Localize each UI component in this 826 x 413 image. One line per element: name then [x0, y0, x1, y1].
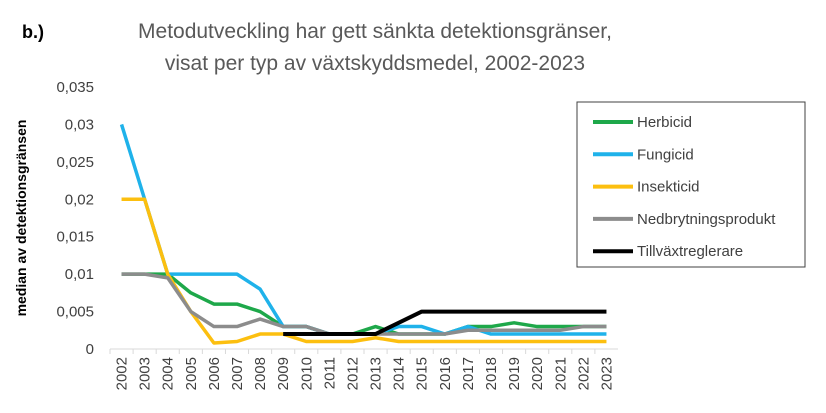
x-tick-label: 2003: [137, 357, 154, 390]
x-tick-label: 2005: [183, 357, 200, 390]
y-tick-label: 0,03: [65, 116, 94, 133]
x-tick-label: 2004: [160, 357, 177, 390]
legend-label: Nedbrytningsprodukt: [637, 211, 776, 228]
y-tick-label: 0,015: [56, 229, 94, 246]
y-tick-label: 0,035: [56, 79, 94, 96]
y-axis-label: median av detektionsgränsen: [13, 120, 29, 317]
x-tick-label: 2015: [414, 357, 431, 390]
x-tick-label: 2019: [506, 357, 523, 390]
x-tick-label: 2007: [229, 357, 246, 390]
x-tick-label: 2018: [483, 357, 500, 390]
series-line: [121, 272, 607, 336]
x-tick-label: 2022: [575, 357, 592, 390]
y-tick-label: 0: [86, 341, 94, 358]
legend-label: Tillväxtreglerare: [637, 243, 743, 260]
x-tick-label: 2011: [321, 357, 338, 389]
y-tick-label: 0,01: [65, 266, 94, 283]
x-tick-label: 2023: [598, 357, 615, 390]
panel-label: b.): [22, 22, 44, 42]
legend-label: Herbicid: [637, 114, 692, 131]
chart-title: Metodutveckling har gett sänkta detektio…: [138, 20, 612, 43]
chart-title: visat per typ av växtskyddsmedel, 2002-2…: [165, 52, 585, 75]
x-tick-label: 2014: [391, 357, 408, 390]
x-tick-label: 2002: [114, 357, 131, 390]
y-tick-label: 0,02: [65, 191, 94, 208]
y-tick-label: 0,025: [56, 154, 94, 171]
x-tick-label: 2016: [437, 357, 454, 390]
series-line: [121, 197, 607, 345]
x-tick-label: 2006: [206, 357, 223, 390]
legend-label: Insekticid: [637, 179, 700, 196]
x-tick-label: 2017: [460, 357, 477, 390]
x-tick-label: 2010: [298, 357, 315, 390]
series-line: [283, 309, 607, 337]
x-tick-label: 2009: [275, 357, 292, 390]
x-tick-label: 2012: [344, 357, 361, 390]
legend: [576, 101, 806, 268]
legend-label: Fungicid: [637, 146, 694, 163]
x-tick-label: 2013: [368, 357, 385, 390]
y-tick-label: 0,005: [56, 304, 94, 321]
x-tick-label: 2021: [552, 357, 569, 390]
x-tick-label: 2020: [529, 357, 546, 390]
x-tick-label: 2008: [252, 357, 269, 390]
